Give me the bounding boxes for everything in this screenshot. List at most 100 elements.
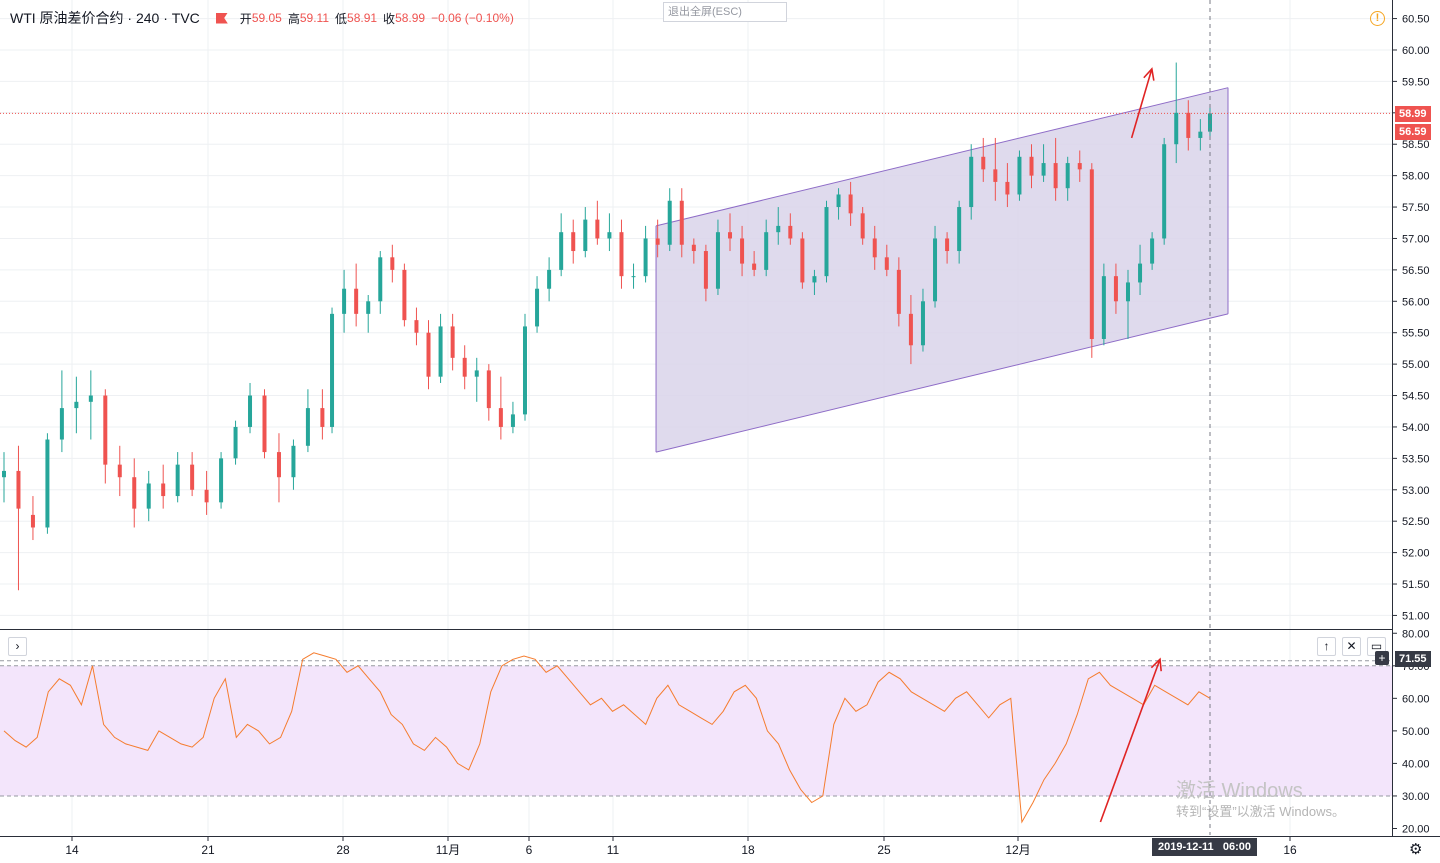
candle-body [1053,163,1058,189]
arrow-shaft [1099,659,1161,823]
candle-body [920,301,925,346]
arrow-head [1143,67,1155,81]
crosshair-date: 2019-12-11 [1158,841,1214,853]
candle-body [74,401,79,409]
candle-body [547,269,552,289]
candle-body [643,238,648,277]
channel-lower-line [655,313,1229,453]
low-value: 58.91 [347,11,378,25]
candle-body [933,238,938,302]
close-pane-button[interactable]: ✕ [1342,637,1361,656]
price-trend-arrow [1130,67,1155,139]
candle-body [190,464,195,490]
time-tick-label: 11月 [436,843,460,857]
candle-body [860,213,865,239]
open-label: 开 [239,11,252,26]
candle-body [510,414,515,427]
candle-body [1041,163,1046,176]
rsi-tick-label: 30.00 [1402,791,1430,803]
candle-body [752,263,757,270]
crosshair-time: 06:00 [1222,841,1251,853]
candle-body [559,232,564,270]
candle-body [219,458,224,503]
gear-icon[interactable]: ⚙ [1409,841,1423,858]
candle-body [462,357,467,377]
price-tick-label: 59.50 [1402,76,1430,88]
price-tick-label: 54.50 [1402,391,1430,403]
time-tick-label: 18 [741,843,755,857]
symbol-title: WTI 原油差价合约 · 240 · TVC [10,10,200,26]
time-tick-label: 25 [877,843,891,857]
time-tick-label: 6 [526,843,533,857]
candle-body [800,238,805,283]
price-tick-label: 57.50 [1402,202,1430,214]
candle-body [59,408,64,440]
candle-body [262,395,267,453]
candle-body [1089,169,1094,339]
candle-body [402,269,407,321]
candle-body [305,408,310,446]
rsi-tick-label: 60.00 [1402,693,1430,705]
candle-body [1198,131,1203,138]
candle-body [450,326,455,358]
time-tick-label: 21 [201,843,215,857]
candle-body [715,232,720,289]
candle-body [812,276,817,283]
warning-icon[interactable]: ! [1370,11,1385,26]
candle-body [438,326,443,377]
price-tick-label: 52.50 [1402,516,1430,528]
flag-icon[interactable] [215,12,228,24]
time-tick-label: 28 [336,843,350,857]
price-tick-label: 53.50 [1402,453,1430,465]
price-tick-label: 60.50 [1402,14,1430,26]
candle-body [426,332,431,377]
rsi-tick-label: 20.00 [1402,823,1430,835]
candle-body [1101,276,1106,339]
candle-body [945,238,950,252]
candle-body [1077,163,1082,170]
second-price-tag: 56.59 [1395,124,1431,140]
move-pane-up-button[interactable]: ↑ [1317,637,1336,656]
candle-body [498,408,503,427]
candle-body [1113,276,1118,302]
rsi-band [0,665,1392,796]
candle-body [45,439,50,528]
candle-body [655,238,660,245]
candle-body [571,232,576,252]
price-tick-label: 58.00 [1402,171,1430,183]
time-tick-label: 16 [1283,843,1297,857]
candle-body [291,445,296,478]
candle-body [607,232,612,239]
add-icon[interactable]: + [1375,651,1389,665]
candle-body [117,464,122,478]
candle-body [824,207,829,277]
candle-body [1174,112,1179,145]
candle-body [896,269,901,314]
change-value: −0.06 (−0.10%) [431,11,514,25]
candle-body [378,257,383,302]
candle-body [276,452,281,478]
exit-fullscreen-button[interactable]: 退出全屏(ESC) [663,2,787,22]
close-value: 58.99 [395,11,426,25]
candle-body [740,238,745,264]
collapse-pane-button[interactable]: › [8,637,27,656]
channel-fill [656,87,1228,453]
price-tick-label: 58.50 [1402,139,1430,151]
candle-body [354,288,359,314]
candle-body [320,408,325,427]
high-label: 高 [287,11,300,26]
candle-body [1065,163,1070,189]
candle-body [16,470,21,509]
arrow-head [1150,657,1162,672]
open-value: 59.05 [251,11,282,25]
candle-body [1186,112,1191,138]
candle-body [414,320,419,333]
candle-body [248,395,253,427]
activation-watermark-text: 转到“设置”以激活 Windows。 [1176,804,1346,819]
candle-body [30,514,35,528]
crosshair-time-label: 2019-12-11 06:00 [1152,838,1257,856]
high-value: 59.11 [299,11,329,25]
rsi-tick-label: 80.00 [1402,628,1430,640]
price-tick-label: 55.00 [1402,359,1430,371]
